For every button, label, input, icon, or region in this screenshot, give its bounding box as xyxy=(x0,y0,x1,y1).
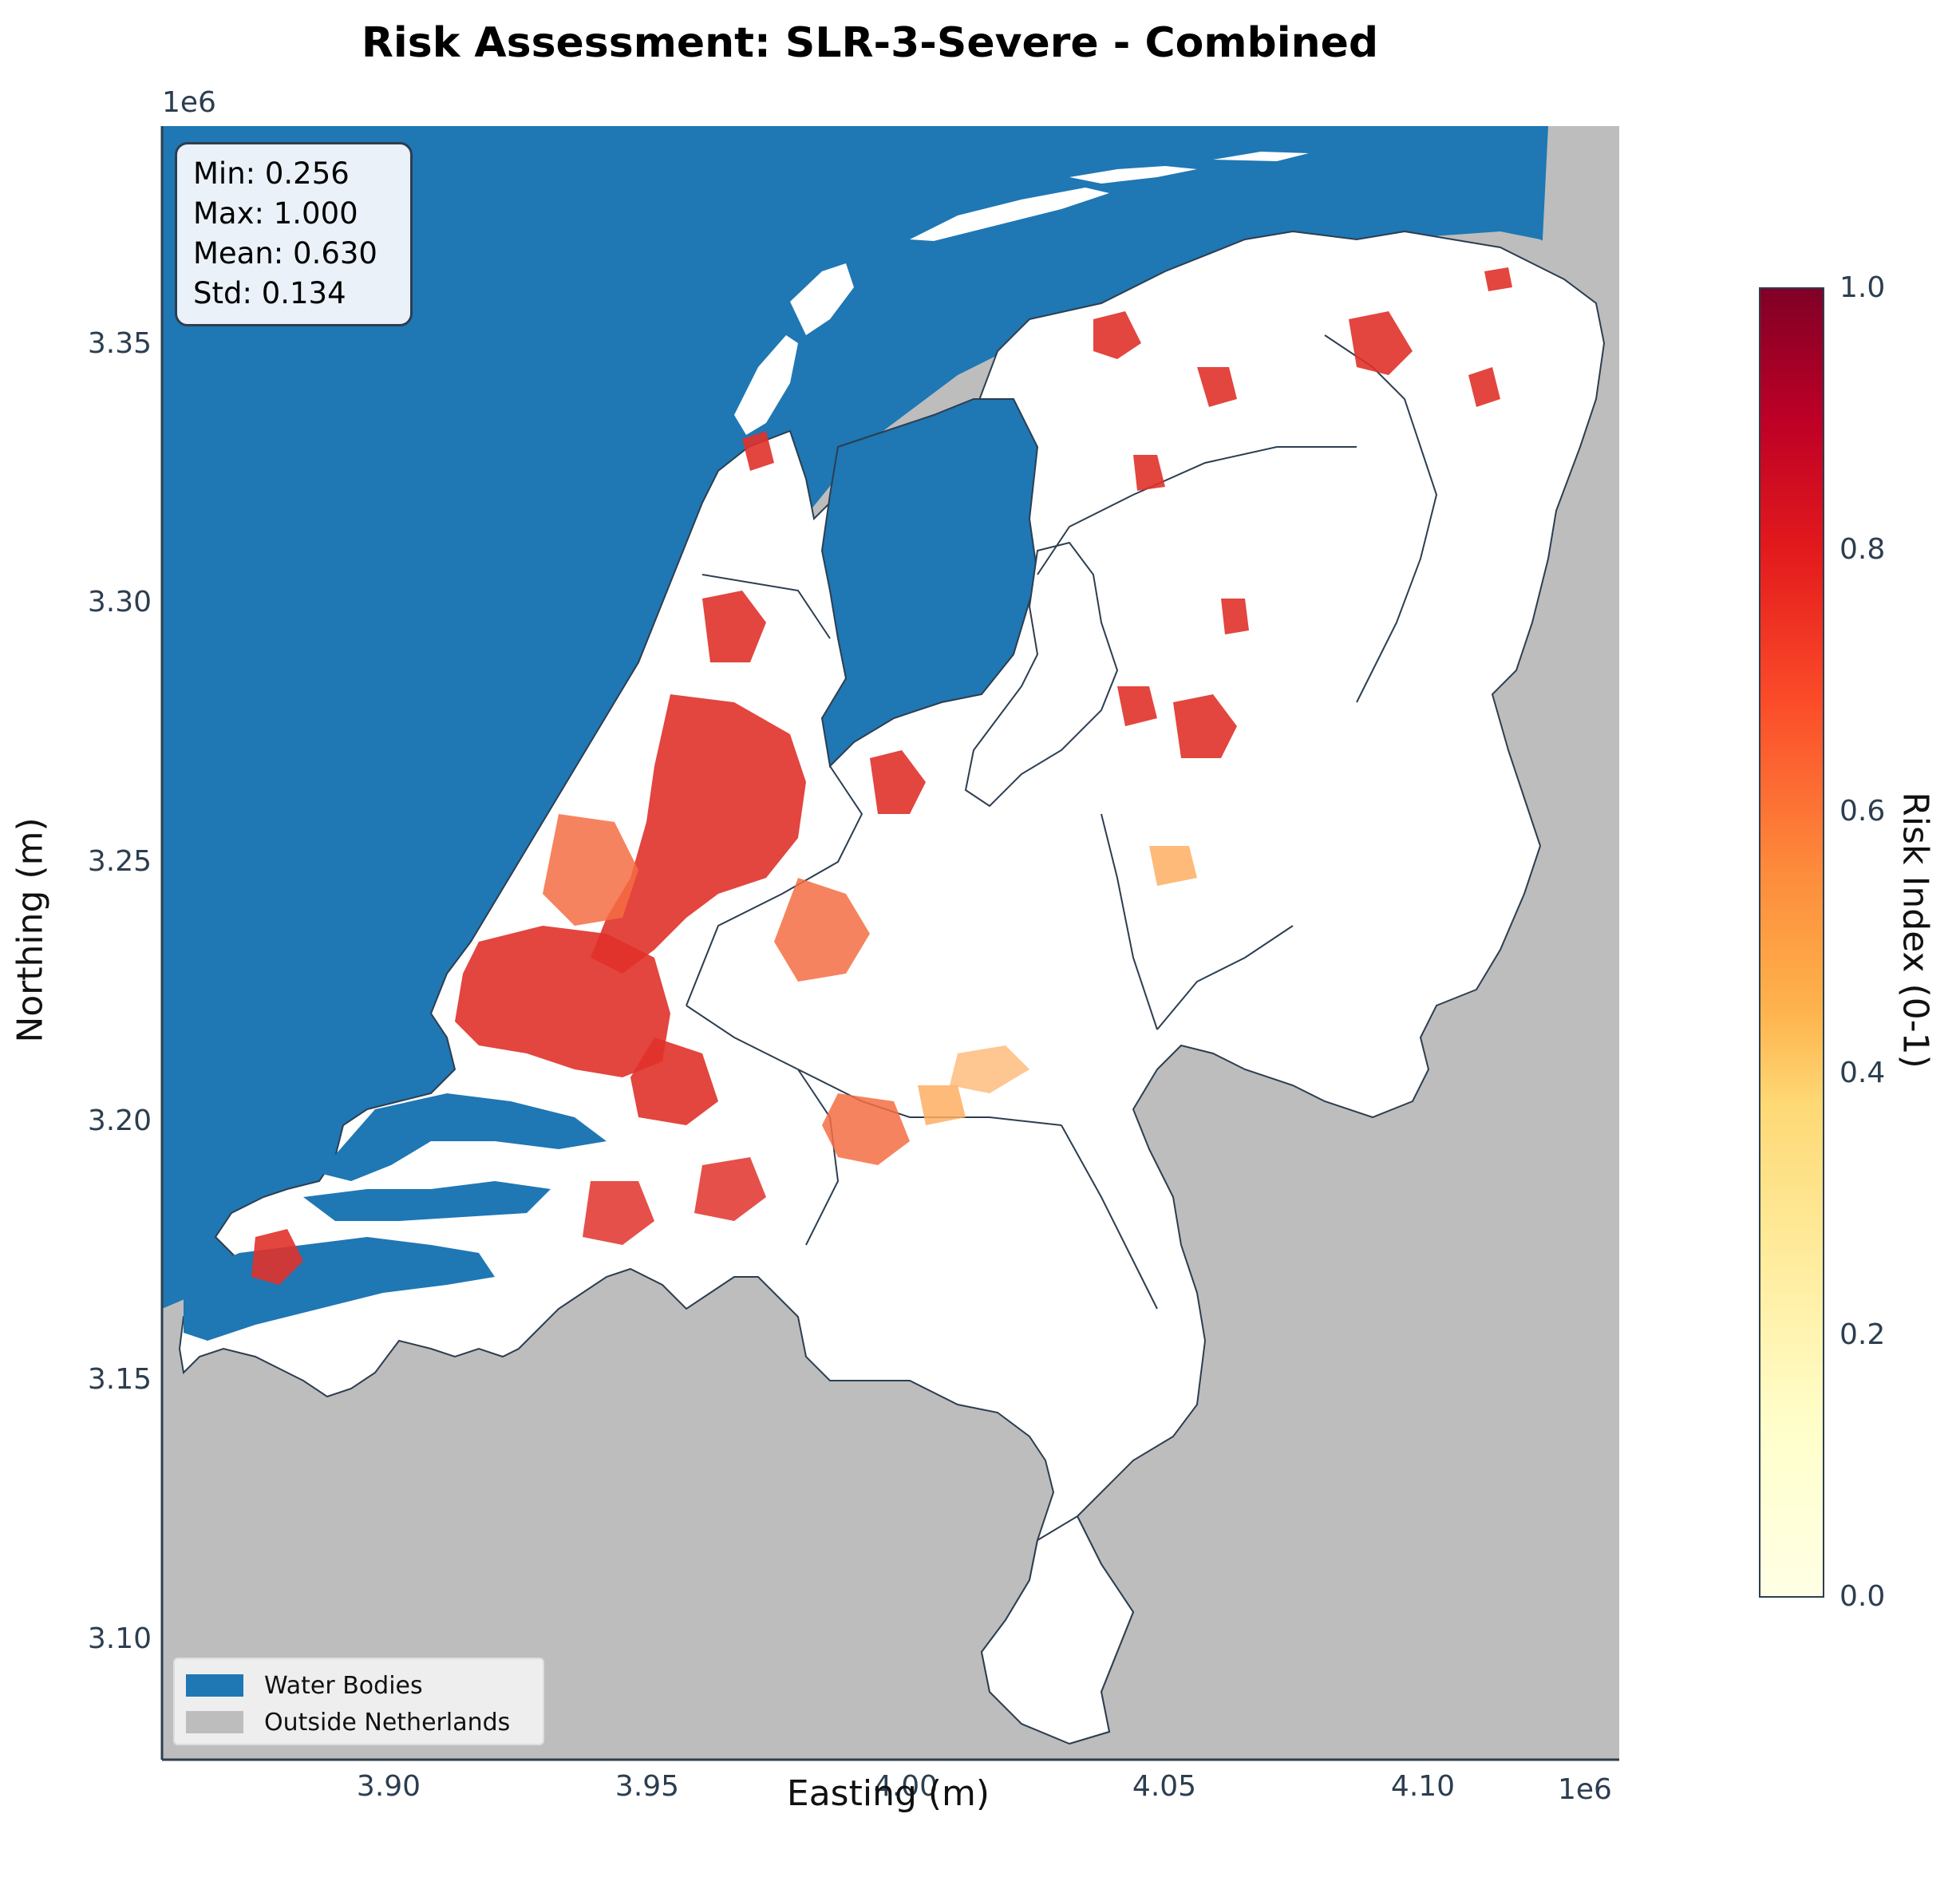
island-schiermonnikoog xyxy=(1213,152,1309,161)
colorbar xyxy=(1759,287,1824,1598)
y-tick-label: 3.20 xyxy=(87,1104,152,1137)
flevoland xyxy=(964,541,1119,808)
stat-mean: Mean: 0.630 xyxy=(193,236,377,271)
legend-label-outside: Outside Netherlands xyxy=(264,1708,511,1737)
colorbar-tick-label: 0.8 xyxy=(1839,533,1886,566)
map-legend: Water Bodies Outside Netherlands xyxy=(173,1658,544,1745)
y-axis-exponent: 1e6 xyxy=(162,86,216,119)
island-ameland xyxy=(1069,166,1197,184)
island-texel xyxy=(734,335,798,435)
chart-title: Risk Assessment: SLR-3-Severe - Combined xyxy=(361,19,1379,67)
oosterschelde xyxy=(303,1181,551,1221)
outside-swatch xyxy=(186,1711,243,1733)
y-tick-label: 3.10 xyxy=(87,1622,152,1655)
colorbar-tick-label: 0.6 xyxy=(1839,795,1886,828)
legend-item-water: Water Bodies xyxy=(186,1671,423,1700)
colorbar-tick-label: 0.4 xyxy=(1839,1057,1886,1089)
y-tick-label: 3.30 xyxy=(87,586,152,618)
haringvliet xyxy=(319,1093,607,1181)
risk-clusters xyxy=(251,267,1512,1285)
colorbar-label: Risk Index (0-1) xyxy=(1895,792,1936,1069)
x-tick-label: 4.00 xyxy=(873,1770,939,1803)
stat-max: Max: 1.000 xyxy=(193,196,358,231)
colorbar-tick-label: 1.0 xyxy=(1839,271,1886,304)
stat-std: Std: 0.134 xyxy=(193,276,346,310)
limburg-south xyxy=(980,1515,1135,1745)
x-axis-exponent: 1e6 xyxy=(1558,1773,1612,1806)
x-tick-label: 4.05 xyxy=(1132,1770,1197,1803)
map-area xyxy=(162,126,1619,1760)
y-tick-label: 3.25 xyxy=(87,845,152,878)
y-axis-label: Northing (m) xyxy=(10,817,51,1043)
ijsselmeer xyxy=(820,398,1039,769)
colorbar-tick-label: 0.0 xyxy=(1839,1580,1886,1613)
colorbar-tick-label: 0.2 xyxy=(1839,1318,1886,1351)
legend-label-water: Water Bodies xyxy=(264,1671,423,1700)
island-vlieland xyxy=(790,263,854,335)
stat-min: Min: 0.256 xyxy=(193,156,350,191)
water-swatch xyxy=(186,1674,243,1697)
statistics-box: Min: 0.256 Max: 1.000 Mean: 0.630 Std: 0… xyxy=(175,142,413,326)
x-tick-label: 3.90 xyxy=(356,1770,421,1803)
x-tick-label: 3.95 xyxy=(614,1770,680,1803)
legend-item-outside: Outside Netherlands xyxy=(186,1708,511,1737)
x-tick-label: 4.10 xyxy=(1390,1770,1456,1803)
y-tick-label: 3.35 xyxy=(87,327,152,360)
y-tick-label: 3.15 xyxy=(87,1363,152,1396)
x-axis-label: Easting (m) xyxy=(786,1773,990,1814)
netherlands-land xyxy=(178,230,1606,1745)
island-terschelling xyxy=(910,188,1109,241)
